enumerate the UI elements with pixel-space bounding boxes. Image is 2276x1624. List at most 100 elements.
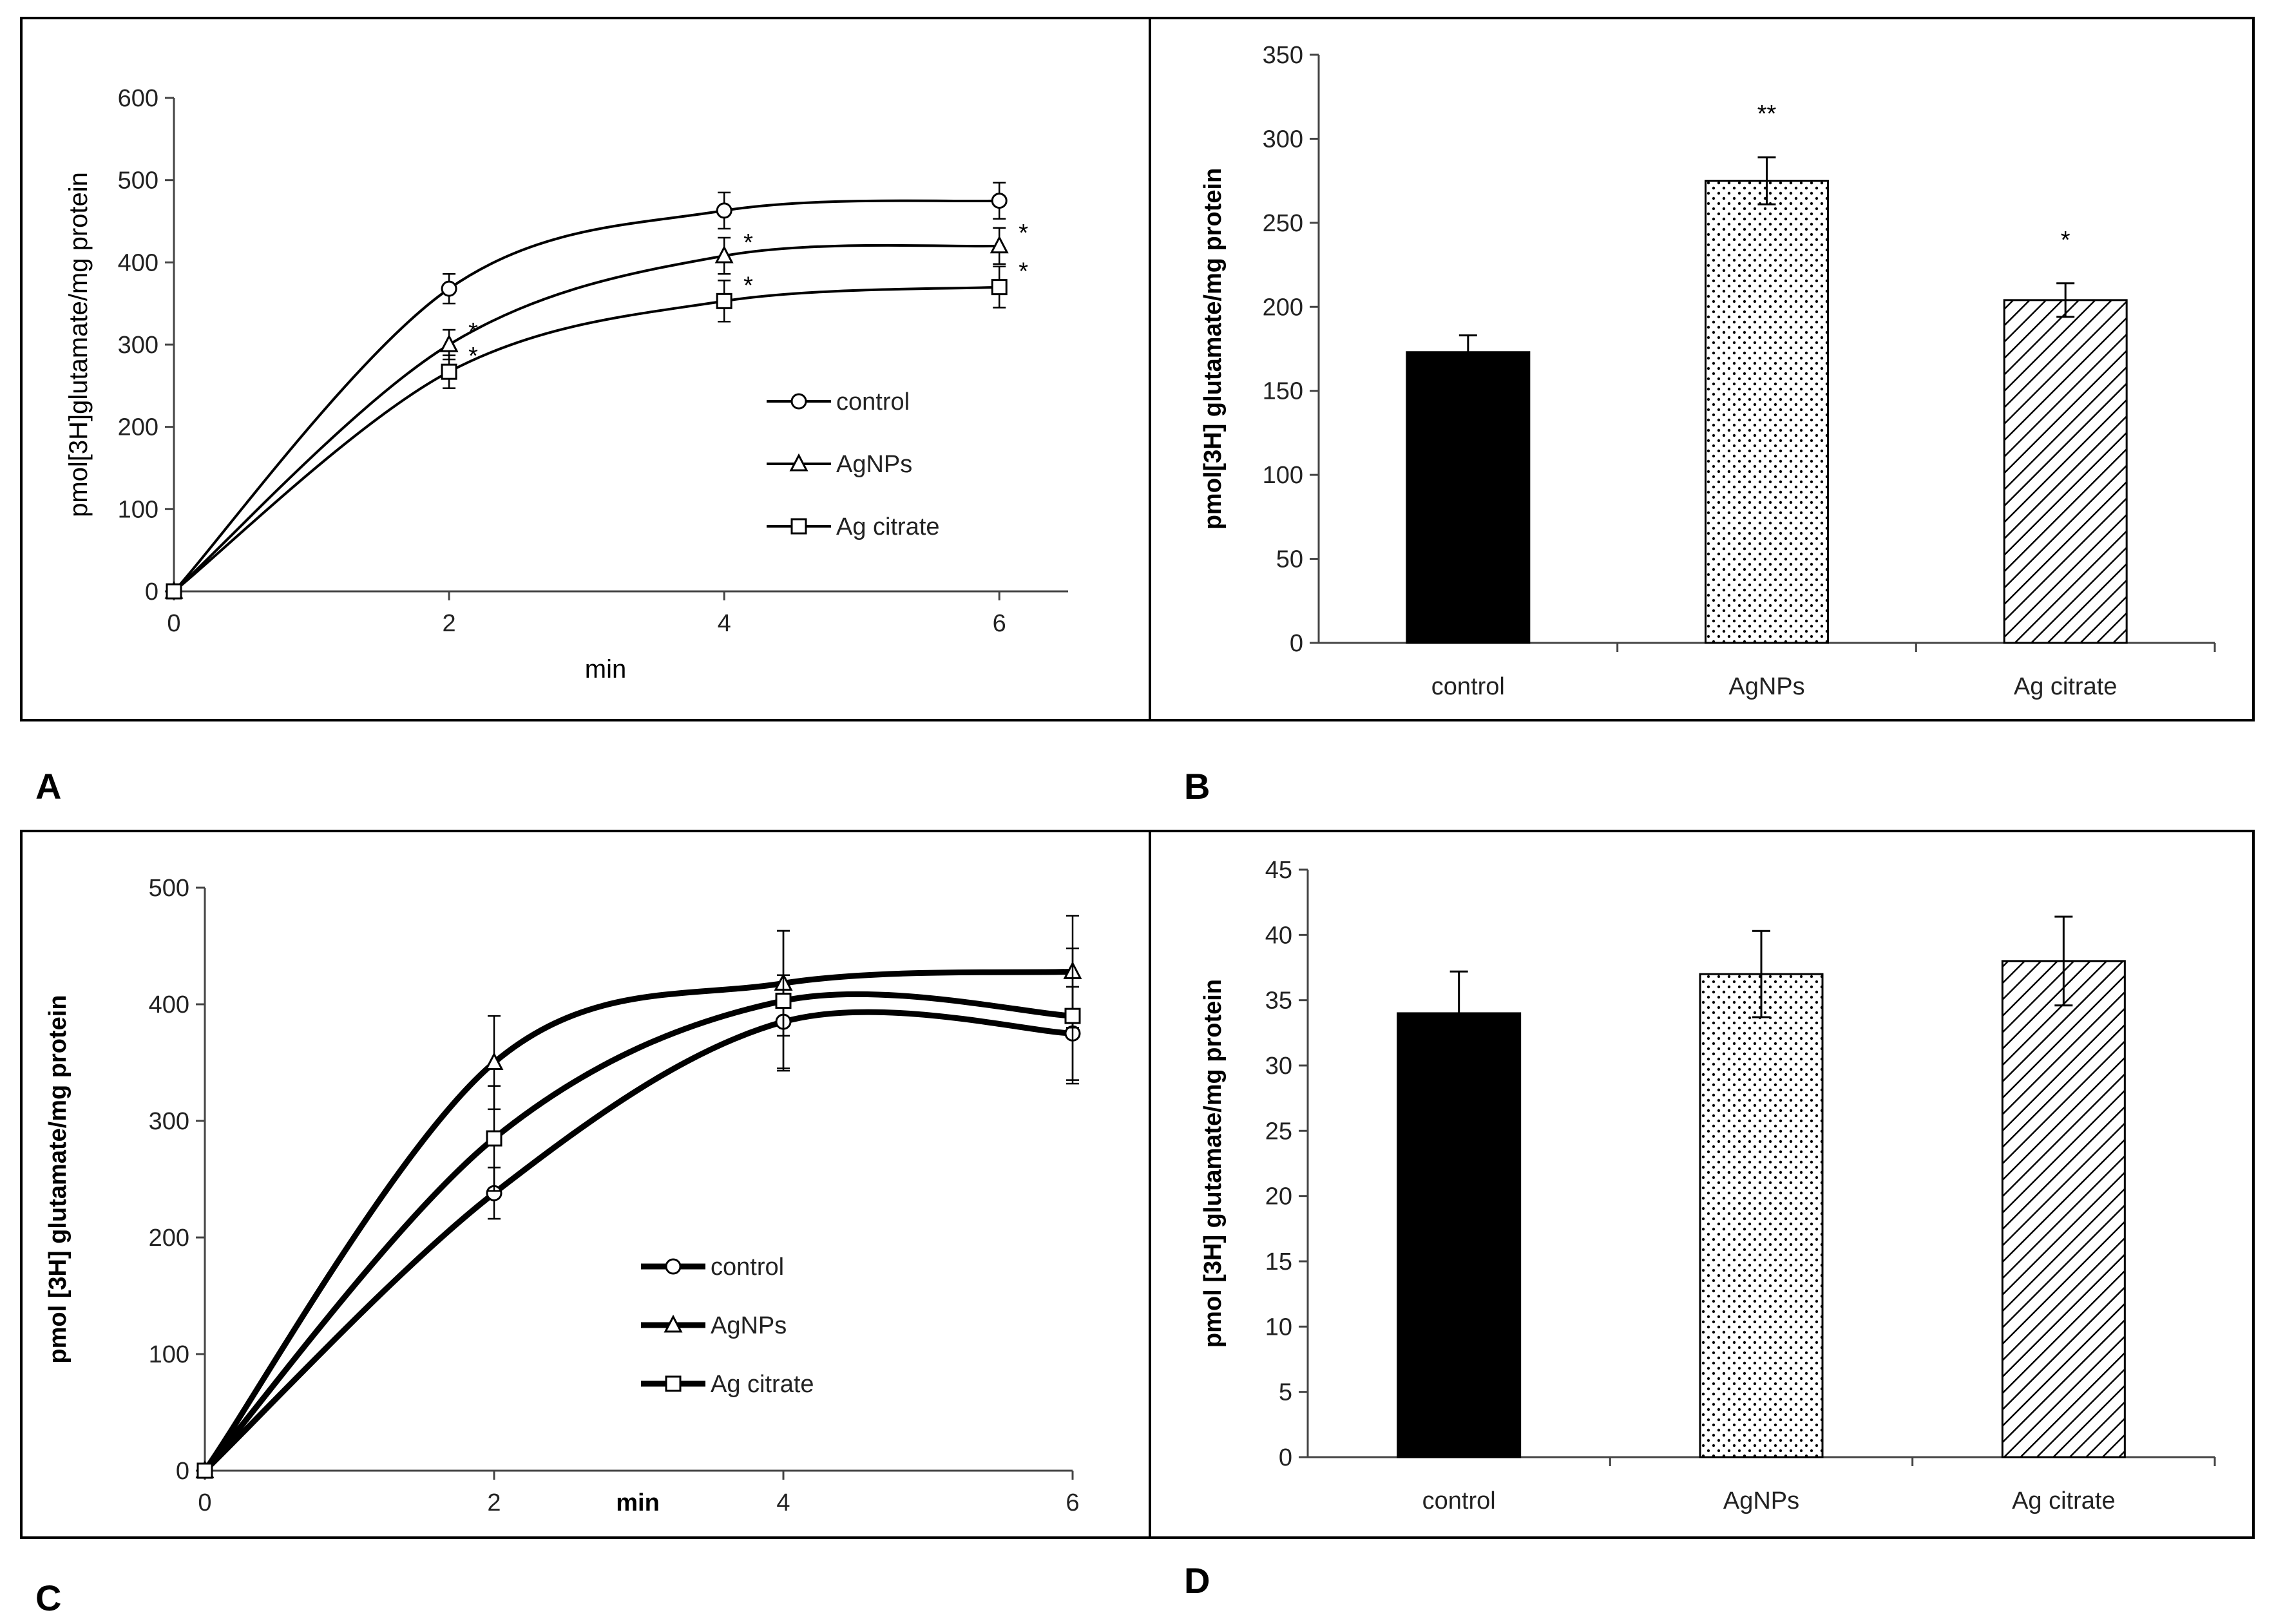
y-tick-label: 500 — [118, 167, 158, 195]
bar-control — [1406, 351, 1531, 644]
data-point — [775, 993, 792, 1009]
data-point — [441, 363, 457, 380]
y-tick-label: 350 — [1263, 42, 1303, 69]
y-axis-title: pmol[3H]glutamate/mg protein — [64, 172, 93, 517]
bar-ag-citrate — [2001, 960, 2126, 1458]
x-axis-title: min — [616, 1489, 660, 1516]
x-tick-label: 4 — [718, 610, 731, 637]
y-tick-label: 300 — [118, 332, 158, 359]
category-label: AgNPs — [1728, 673, 1804, 700]
category-label: control — [1422, 1487, 1496, 1514]
y-tick-label: 150 — [1263, 378, 1303, 405]
series-line-control — [173, 199, 1000, 593]
y-tick-label: 35 — [1265, 988, 1292, 1015]
y-tick-label: 200 — [149, 1225, 189, 1252]
legend-marker — [789, 453, 808, 472]
x-tick-label: 0 — [167, 610, 180, 637]
y-tick-label: 30 — [1265, 1053, 1292, 1080]
y-tick-label: 400 — [149, 991, 189, 1018]
legend-label: Ag citrate — [711, 1371, 814, 1398]
significance-marker: ** — [1757, 100, 1777, 128]
y-tick-label: 15 — [1265, 1248, 1292, 1275]
legend-label: control — [711, 1254, 784, 1281]
x-tick-label: 2 — [443, 610, 456, 637]
x-tick-label: 4 — [776, 1489, 790, 1516]
significance-marker: * — [1018, 258, 1028, 285]
category-label: Ag citrate — [2012, 1487, 2116, 1514]
x-axis-title: min — [585, 655, 626, 683]
y-tick-label: 300 — [149, 1108, 189, 1135]
y-axis-title: pmol[3H] glutamate/mg protein — [1200, 168, 1227, 530]
y-tick-label: 0 — [176, 1458, 189, 1485]
legend-label: control — [836, 388, 910, 416]
data-point — [991, 193, 1008, 209]
significance-marker: * — [743, 229, 753, 256]
bar-ag-citrate — [2003, 299, 2128, 644]
y-tick-label: 200 — [118, 414, 158, 441]
y-tick-label: 40 — [1265, 922, 1292, 949]
y-tick-label: 300 — [1263, 126, 1303, 153]
data-point — [486, 1130, 502, 1147]
panel-label-a: A — [35, 766, 61, 807]
data-point — [716, 202, 732, 219]
legend-marker — [790, 393, 807, 410]
data-point — [714, 245, 734, 263]
series-line-ag-citrate — [202, 991, 1073, 1473]
significance-marker: * — [743, 272, 753, 299]
legend-marker — [665, 1375, 682, 1392]
x-tick-label: 6 — [993, 610, 1006, 637]
series-line-control — [202, 1009, 1073, 1473]
legend-marker — [790, 518, 807, 535]
y-tick-label: 50 — [1276, 546, 1303, 573]
data-point — [1064, 1008, 1081, 1024]
x-tick-label: 6 — [1066, 1489, 1079, 1516]
category-label: control — [1431, 673, 1505, 700]
legend-marker — [664, 1314, 683, 1333]
y-tick-label: 100 — [118, 496, 158, 523]
y-tick-label: 10 — [1265, 1314, 1292, 1341]
y-tick-label: 100 — [1263, 462, 1303, 489]
series-line-agnps — [202, 968, 1073, 1473]
legend-marker — [665, 1258, 682, 1275]
legend-label: Ag citrate — [836, 513, 940, 540]
data-point — [166, 583, 182, 600]
series-line-agnps — [173, 244, 1000, 593]
x-tick-label: 0 — [198, 1489, 211, 1516]
category-label: Ag citrate — [2014, 673, 2118, 700]
category-label: AgNPs — [1723, 1487, 1799, 1514]
panel-frame-a — [20, 17, 1151, 721]
y-tick-label: 45 — [1265, 857, 1292, 884]
chart-d: 0 5 10 15 20 25 30 35 40 45 control AgNPs Ag citrate… — [1200, 857, 2216, 1514]
y-tick-label: 25 — [1265, 1118, 1292, 1145]
bar-control — [1397, 1012, 1522, 1458]
data-point — [439, 334, 459, 352]
significance-marker: * — [468, 318, 478, 345]
bar-agnps — [1699, 973, 1824, 1458]
chart-b: 0 50 100 150 200 250 300 350 control ** AgNPs * Ag c… — [1200, 42, 2216, 700]
y-tick-label: 0 — [145, 578, 158, 606]
significance-marker: * — [2061, 227, 2070, 254]
panel-label-d: D — [1184, 1560, 1210, 1601]
significance-marker: * — [468, 343, 478, 370]
data-point — [484, 1052, 504, 1070]
chart-a: 0 100 200 300 400 500 600 0 2 4 6 min pmol[3H]glutam… — [64, 85, 1068, 683]
bar-agnps — [1705, 180, 1829, 644]
data-point — [990, 235, 1009, 254]
significance-marker: * — [1018, 220, 1028, 247]
series-line-ag-citrate — [173, 285, 1000, 593]
data-point — [441, 280, 457, 297]
panel-frame-b — [1149, 17, 2255, 721]
legend-label: AgNPs — [836, 451, 912, 478]
data-point — [196, 1462, 213, 1479]
legend-label: AgNPs — [711, 1312, 787, 1339]
panel-frame-c — [20, 830, 1151, 1539]
chart-c: 0 100 200 300 400 500 0 2 4 6 min pmol [3H] glutama… — [44, 875, 1082, 1516]
y-tick-label: 600 — [118, 85, 158, 112]
y-tick-label: 20 — [1265, 1183, 1292, 1210]
y-tick-label: 400 — [118, 249, 158, 276]
panel-label-c: C — [35, 1578, 61, 1618]
y-tick-label: 0 — [1279, 1444, 1292, 1471]
y-tick-label: 500 — [149, 875, 189, 902]
data-point — [716, 292, 732, 309]
